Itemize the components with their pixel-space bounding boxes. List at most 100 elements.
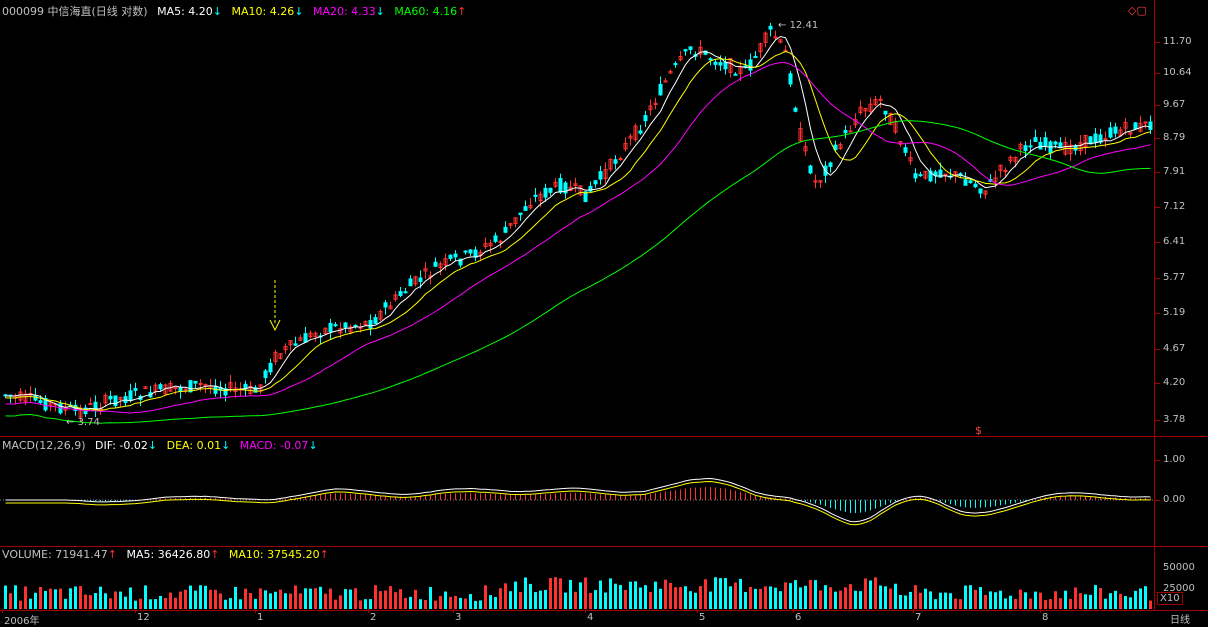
moving-average-line [5, 35, 1151, 410]
divider [0, 546, 1208, 547]
candle-body [198, 382, 203, 385]
volume-bar [34, 592, 37, 609]
candle-body [413, 276, 418, 285]
period-label[interactable]: 日线 [1170, 615, 1190, 626]
dif-line [5, 477, 1151, 523]
volume-bar [474, 600, 477, 609]
candle-body [733, 73, 738, 76]
candle-body [1108, 127, 1113, 138]
volume-bar [14, 585, 17, 609]
macd-title: MACD(12,26,9) [2, 439, 86, 452]
candle-body [328, 322, 333, 333]
vol-ma5-value: MA5: 36426.80↑ [126, 548, 219, 561]
candle-body [1148, 121, 1153, 130]
candle-body [1038, 141, 1043, 150]
volume-bar [54, 589, 57, 609]
volume-bar [74, 586, 77, 609]
volume-bar [579, 582, 582, 609]
volume-bar [389, 586, 392, 609]
diamond-icon[interactable]: ◇ [1128, 4, 1137, 17]
candle-body [618, 158, 623, 161]
volume-bar [1134, 590, 1137, 609]
volume-bar [269, 593, 272, 609]
candle-body [253, 387, 258, 393]
restore-icon[interactable]: ▢ [1136, 4, 1147, 17]
candle-body [518, 212, 523, 216]
price-tick: 11.70 [1163, 36, 1192, 47]
dea-arrow-icon: ↓ [221, 439, 231, 452]
volume-axis: 50000 25000 [1155, 547, 1208, 610]
volume-bar [424, 599, 427, 609]
candle-body [633, 125, 638, 140]
divider [0, 610, 1208, 611]
price-tick: 7.12 [1163, 201, 1186, 212]
candle-body [493, 235, 498, 242]
volume-bar [664, 579, 667, 609]
candle-body [963, 179, 968, 186]
candle-body [508, 223, 513, 226]
volume-tick: 50000 [1163, 562, 1195, 573]
volume-bar [1139, 588, 1142, 609]
candle-body [423, 268, 428, 272]
volume-bar [219, 593, 222, 609]
volume-bar [599, 580, 602, 609]
price-tick: 6.41 [1163, 236, 1186, 247]
volume-bar [534, 592, 537, 609]
volume-bar [404, 597, 407, 609]
candle-body [573, 183, 578, 186]
price-panel[interactable]: 000099 中信海直(日线 对数) MA5: 4.20↓ MA10: 4.26… [0, 0, 1155, 436]
volume-bar [564, 592, 567, 609]
volume-bar [669, 582, 672, 609]
candle-body [788, 73, 793, 85]
volume-bar [169, 592, 172, 609]
stock-title: 000099 中信海直(日线 对数) [2, 5, 148, 18]
candle-body [858, 106, 863, 114]
volume-bar [1049, 599, 1052, 609]
volume-bar [1109, 593, 1112, 609]
volume-bar [819, 590, 822, 609]
candle-body [418, 277, 423, 282]
volume-bar [439, 596, 442, 609]
volume-bar [684, 586, 687, 609]
volume-bar [349, 589, 352, 609]
candle-body [878, 98, 883, 101]
volume-bar [994, 592, 997, 609]
candle-body [928, 170, 933, 182]
candle-body [1028, 145, 1033, 148]
candle-body [943, 173, 948, 176]
candle-body [223, 388, 228, 396]
volume-bar [959, 599, 962, 609]
volume-bar [79, 586, 82, 609]
volume-bar [494, 597, 497, 609]
vol-ma10-arrow-icon: ↑ [319, 548, 329, 561]
candle-body [38, 400, 43, 404]
volume-panel[interactable]: VOLUME: 71941.47↑ MA5: 36426.80↑ MA10: 3… [0, 547, 1155, 610]
volume-bar [254, 598, 257, 609]
candle-body [368, 319, 373, 329]
volume-bar [1044, 600, 1047, 609]
moving-average-line [5, 120, 1151, 424]
volume-bar [764, 586, 767, 609]
volume-bar [489, 595, 492, 609]
candle-body [983, 190, 988, 195]
candle-body [1098, 134, 1103, 143]
volume-bar [529, 583, 532, 609]
scale-badge[interactable]: X10 [1157, 592, 1183, 605]
candle-body [583, 191, 588, 203]
candle-body [113, 395, 118, 407]
signal-arrow-head-icon [269, 319, 281, 332]
volume-bar [804, 585, 807, 609]
candle-body [1003, 170, 1008, 173]
volume-bar [949, 593, 952, 609]
candle-body [718, 62, 723, 66]
volume-bar [139, 598, 142, 609]
window-controls[interactable]: ◇▢ [1128, 4, 1147, 17]
volume-bar [784, 582, 787, 609]
volume-bar [629, 581, 632, 609]
macd-panel[interactable]: MACD(12,26,9) DIF: -0.02↓ DEA: 0.01↓ MAC… [0, 437, 1155, 546]
ma10-value: MA10: 4.26↓ [232, 5, 304, 18]
candle-body [1133, 122, 1138, 130]
candle-body [558, 178, 563, 193]
candle-body [768, 25, 773, 30]
